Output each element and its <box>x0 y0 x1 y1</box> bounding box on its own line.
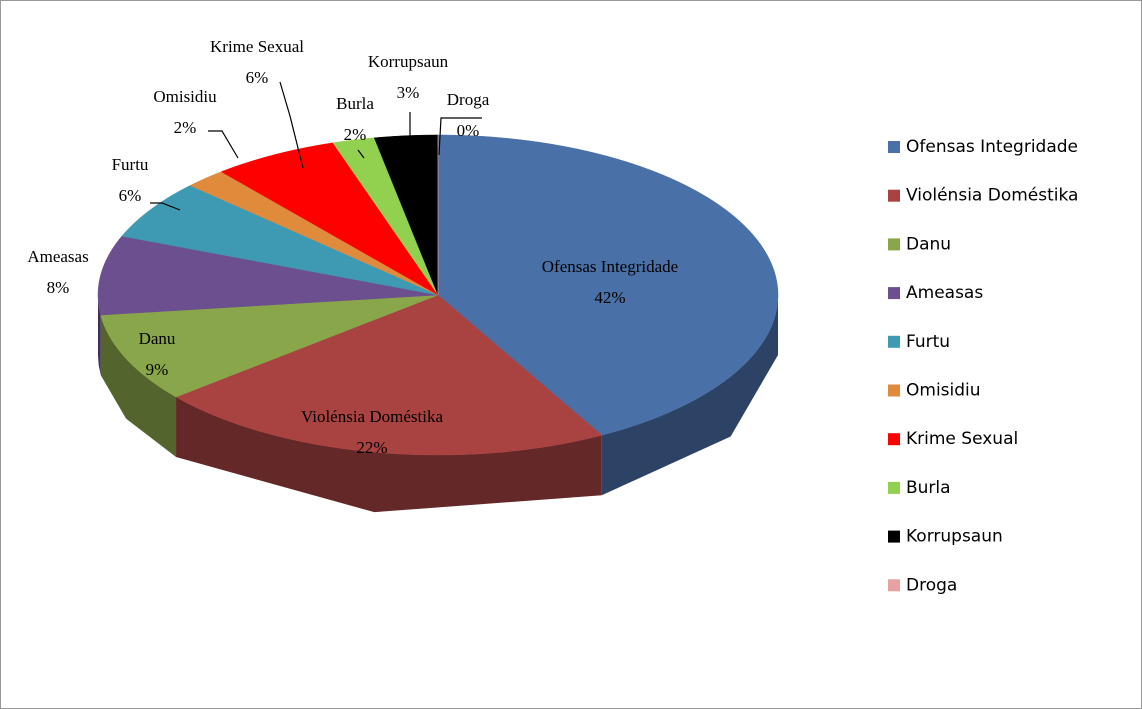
leader-line <box>150 202 181 211</box>
legend-swatch <box>888 384 900 397</box>
slice <box>332 137 439 296</box>
legend-swatch <box>888 530 900 543</box>
legend-label: Danu <box>906 234 951 254</box>
data-label: 22% <box>356 438 387 457</box>
data-label: 0% <box>457 121 480 140</box>
legend-label: Violénsia Doméstika <box>906 186 1078 206</box>
data-label: 9% <box>146 360 169 379</box>
data-label: 2% <box>174 118 197 137</box>
legend-swatch <box>888 433 900 446</box>
slice-side <box>601 295 778 496</box>
data-label-name: Krime Sexual <box>210 37 304 56</box>
slice-side <box>98 295 101 376</box>
slice <box>437 134 779 436</box>
slice <box>189 171 439 296</box>
slice-side <box>100 315 177 457</box>
legend-label: Krime Sexual <box>906 429 1018 449</box>
leader-line <box>279 81 304 169</box>
legend-label: Omisidiu <box>906 381 981 401</box>
slice <box>220 142 439 296</box>
data-label-name: Burla <box>336 94 374 113</box>
data-label: 3% <box>397 83 420 102</box>
legend-swatch <box>888 189 900 202</box>
legend-label: Korrupsaun <box>906 527 1003 547</box>
slice-side <box>176 396 602 513</box>
legend-swatch <box>888 287 900 300</box>
data-label: 6% <box>246 68 269 87</box>
data-label-name: Droga <box>447 90 490 109</box>
legend-swatch <box>888 579 900 592</box>
slice <box>373 134 439 296</box>
legend-swatch <box>888 481 900 494</box>
leader-line <box>208 130 239 159</box>
legend-swatch <box>888 238 900 251</box>
data-label-name: Furtu <box>112 155 149 174</box>
leader-line <box>357 149 365 159</box>
data-label: 6% <box>119 186 142 205</box>
legend-swatch <box>888 141 900 153</box>
data-label-name: Danu <box>139 329 176 348</box>
data-label: 42% <box>594 288 625 307</box>
slice <box>100 294 439 398</box>
data-label: 2% <box>344 125 367 144</box>
slice <box>175 294 603 456</box>
legend-label: Ameasas <box>906 283 983 303</box>
legend-label: Droga <box>906 575 957 595</box>
legend-label: Ofensas Integridade <box>906 137 1078 157</box>
data-label-name: Ameasas <box>27 247 88 266</box>
slice <box>121 185 439 296</box>
slice <box>97 235 439 316</box>
data-label-name: Violénsia Doméstika <box>301 407 443 426</box>
data-label-name: Ofensas Integridade <box>542 257 678 276</box>
legend-swatch <box>888 335 900 348</box>
leader-line <box>438 117 482 156</box>
legend-label: Furtu <box>906 332 950 352</box>
data-label-name: Korrupsaun <box>368 52 449 71</box>
legend-label: Burla <box>906 478 951 498</box>
data-label-name: Omisidiu <box>153 87 217 106</box>
data-label: 8% <box>47 278 70 297</box>
